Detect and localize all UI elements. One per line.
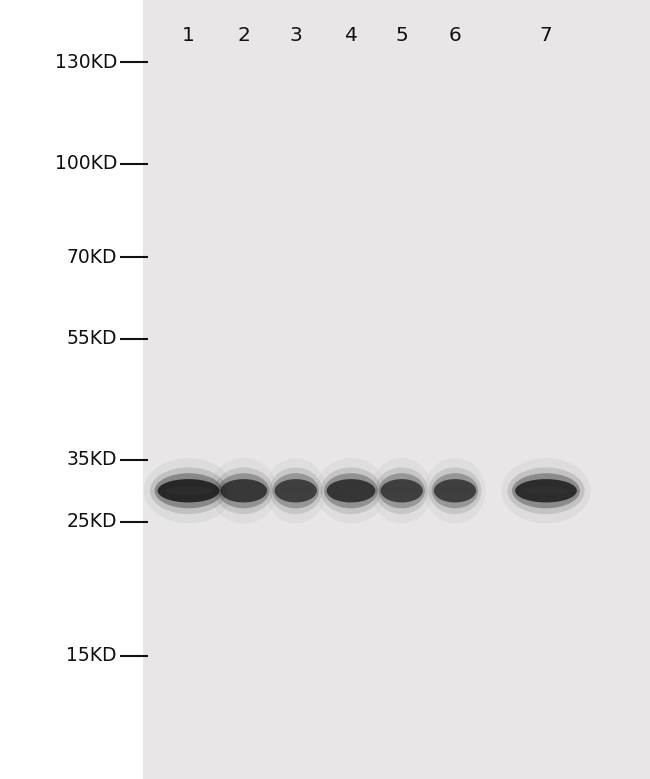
Text: 55KD: 55KD	[66, 330, 117, 348]
Ellipse shape	[220, 479, 267, 502]
Ellipse shape	[265, 458, 326, 523]
Ellipse shape	[371, 458, 432, 523]
Ellipse shape	[272, 474, 319, 508]
Ellipse shape	[144, 458, 233, 523]
Ellipse shape	[523, 487, 569, 495]
Ellipse shape	[381, 479, 423, 502]
Ellipse shape	[378, 474, 425, 508]
Ellipse shape	[210, 458, 278, 523]
Ellipse shape	[316, 458, 386, 523]
Text: 100KD: 100KD	[55, 154, 117, 173]
Ellipse shape	[320, 467, 382, 514]
Text: 3: 3	[289, 26, 302, 44]
Ellipse shape	[214, 467, 273, 514]
Ellipse shape	[218, 474, 270, 508]
Ellipse shape	[434, 479, 476, 502]
Text: 5: 5	[395, 26, 408, 44]
Text: 2: 2	[237, 26, 250, 44]
Ellipse shape	[280, 487, 311, 495]
Text: 4: 4	[344, 26, 358, 44]
Text: 25KD: 25KD	[66, 513, 117, 531]
Text: 15KD: 15KD	[66, 647, 117, 665]
Ellipse shape	[501, 458, 591, 523]
Ellipse shape	[155, 474, 222, 508]
Ellipse shape	[439, 487, 471, 495]
Ellipse shape	[157, 479, 220, 502]
Ellipse shape	[386, 487, 417, 495]
Bar	[143, 0, 650, 779]
Ellipse shape	[326, 479, 376, 502]
Ellipse shape	[226, 487, 261, 495]
Ellipse shape	[515, 479, 577, 502]
Ellipse shape	[333, 487, 369, 495]
Ellipse shape	[165, 487, 212, 495]
Ellipse shape	[508, 467, 584, 514]
Ellipse shape	[324, 474, 378, 508]
Text: 1: 1	[182, 26, 195, 44]
Ellipse shape	[375, 467, 428, 514]
Text: 6: 6	[448, 26, 461, 44]
Bar	[0, 0, 143, 779]
Ellipse shape	[150, 467, 227, 514]
Ellipse shape	[428, 467, 482, 514]
Ellipse shape	[432, 474, 478, 508]
Ellipse shape	[274, 479, 317, 502]
Text: 70KD: 70KD	[66, 248, 117, 266]
Ellipse shape	[512, 474, 580, 508]
Text: 35KD: 35KD	[66, 450, 117, 469]
Text: 130KD: 130KD	[55, 53, 117, 72]
Ellipse shape	[424, 458, 486, 523]
Ellipse shape	[269, 467, 322, 514]
Text: 7: 7	[540, 26, 552, 44]
